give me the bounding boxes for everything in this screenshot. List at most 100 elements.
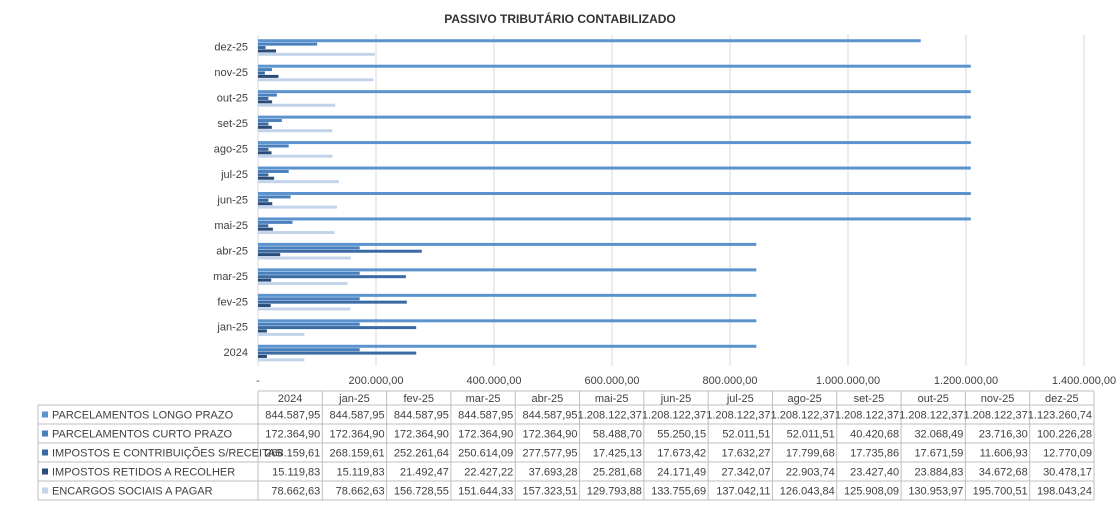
- bar: [258, 195, 291, 199]
- table-cell: 133.755,69: [651, 485, 706, 497]
- bar: [258, 147, 269, 151]
- table-header: 2024: [278, 393, 302, 405]
- table-cell: 198.043,24: [1037, 485, 1092, 497]
- table-cell: 27.342,07: [722, 466, 771, 478]
- bar: [258, 278, 272, 282]
- table-header: out-25: [918, 393, 949, 405]
- bar: [258, 103, 336, 107]
- y-tick-label: mai-25: [214, 220, 248, 232]
- table-cell: 844.587,95: [458, 409, 513, 421]
- table-cell: 17.735,86: [850, 447, 899, 459]
- table-cell: 40.420,68: [850, 428, 899, 440]
- bar: [258, 332, 305, 336]
- bar: [258, 74, 279, 78]
- bar: [258, 256, 351, 260]
- x-tick-label: 1.400.000,00: [1052, 375, 1116, 387]
- table-cell: 151.644,33: [458, 485, 513, 497]
- table-cell: 17.425,13: [593, 447, 642, 459]
- table-cell: 100.226,28: [1037, 428, 1092, 440]
- y-tick-label: fev-25: [217, 296, 248, 308]
- table-cell: 1.208.122,37: [642, 409, 706, 421]
- legend-swatch: [42, 411, 48, 418]
- table-cell: 1.123.260,74: [1028, 409, 1092, 421]
- x-tick-label: 600.000,00: [584, 375, 639, 387]
- legend-swatch: [42, 487, 48, 494]
- legend-label: IMPOSTOS RETIDOS A RECOLHER: [52, 466, 235, 478]
- table-cell: 156.728,55: [394, 485, 449, 497]
- table-cell: 23.427,40: [850, 466, 899, 478]
- table-cell: 844.587,95: [522, 409, 577, 421]
- table-cell: 1.208.122,37: [899, 409, 963, 421]
- bar: [258, 268, 757, 272]
- bar: [258, 52, 375, 56]
- bar: [258, 220, 293, 224]
- bar: [258, 119, 282, 123]
- table-cell: 78.662,63: [336, 485, 385, 497]
- y-tick-label: mar-25: [213, 271, 248, 283]
- bar: [258, 326, 417, 330]
- legend-label: IMPOSTOS E CONTRIBUIÇÕES S/RECEITAS: [52, 446, 283, 459]
- y-tick-label: set-25: [217, 118, 248, 130]
- table-cell: 172.364,90: [458, 428, 513, 440]
- x-tick-label: 400.000,00: [466, 375, 521, 387]
- bar: [258, 42, 318, 46]
- bar: [258, 242, 757, 246]
- table-cell: 172.364,90: [394, 428, 449, 440]
- y-tick-label: nov-25: [214, 67, 248, 79]
- bar: [258, 202, 273, 206]
- legend-label: ENCARGOS SOCIAIS A PAGAR: [52, 485, 213, 497]
- table-header: dez-25: [1045, 393, 1079, 405]
- table-header: jul-25: [726, 393, 754, 405]
- table-cell: 268.159,61: [265, 447, 320, 459]
- bar: [258, 227, 273, 231]
- bar: [258, 358, 305, 362]
- bar: [258, 39, 921, 43]
- bar: [258, 354, 267, 358]
- table-cell: 1.208.122,37: [706, 409, 770, 421]
- bar: [258, 344, 757, 348]
- table-cell: 11.606,93: [980, 447, 1028, 459]
- bar: [258, 293, 757, 297]
- bar: [258, 246, 360, 250]
- bar: [258, 307, 351, 311]
- legend-swatch: [42, 468, 48, 475]
- bar: [258, 322, 360, 326]
- bar: [258, 46, 266, 50]
- table-cell: 17.673,42: [657, 447, 706, 459]
- table-header: abr-25: [531, 393, 563, 405]
- table-cell: 844.587,95: [265, 409, 320, 421]
- bar: [258, 300, 407, 304]
- table-cell: 34.672,68: [979, 466, 1028, 478]
- bar: [258, 93, 277, 97]
- table-cell: 1.208.122,37: [771, 409, 835, 421]
- table-cell: 157.323,51: [522, 485, 577, 497]
- table-cell: 17.632,27: [722, 447, 771, 459]
- table-cell: 129.793,88: [587, 485, 642, 497]
- table-cell: 12.770,09: [1043, 447, 1092, 459]
- table-cell: 37.693,28: [529, 466, 578, 478]
- table-cell: 252.261,64: [394, 447, 449, 459]
- bar: [258, 304, 271, 308]
- table-cell: 1.208.122,37: [578, 409, 642, 421]
- bar: [258, 90, 971, 94]
- x-tick-label: 200.000,00: [348, 375, 403, 387]
- table-cell: 130.953,97: [908, 485, 963, 497]
- table-cell: 23.884,83: [914, 466, 963, 478]
- table-cell: 78.662,63: [271, 485, 320, 497]
- bar: [258, 71, 265, 75]
- bar: [258, 271, 360, 275]
- table-cell: 844.587,95: [394, 409, 449, 421]
- table-header: ago-25: [787, 393, 821, 405]
- table-cell: 15.119,83: [336, 466, 384, 478]
- table-header: mar-25: [466, 393, 501, 405]
- bar: [258, 173, 269, 177]
- legend-swatch: [42, 430, 48, 437]
- table-cell: 1.208.122,37: [835, 409, 899, 421]
- bar: [258, 275, 406, 279]
- table-cell: 137.042,11: [716, 485, 770, 497]
- x-tick-label: -: [256, 375, 260, 387]
- legend-label: PARCELAMENTOS CURTO PRAZO: [52, 428, 233, 440]
- bar: [258, 64, 971, 68]
- bar: [258, 78, 374, 82]
- table-cell: 23.716,30: [979, 428, 1028, 440]
